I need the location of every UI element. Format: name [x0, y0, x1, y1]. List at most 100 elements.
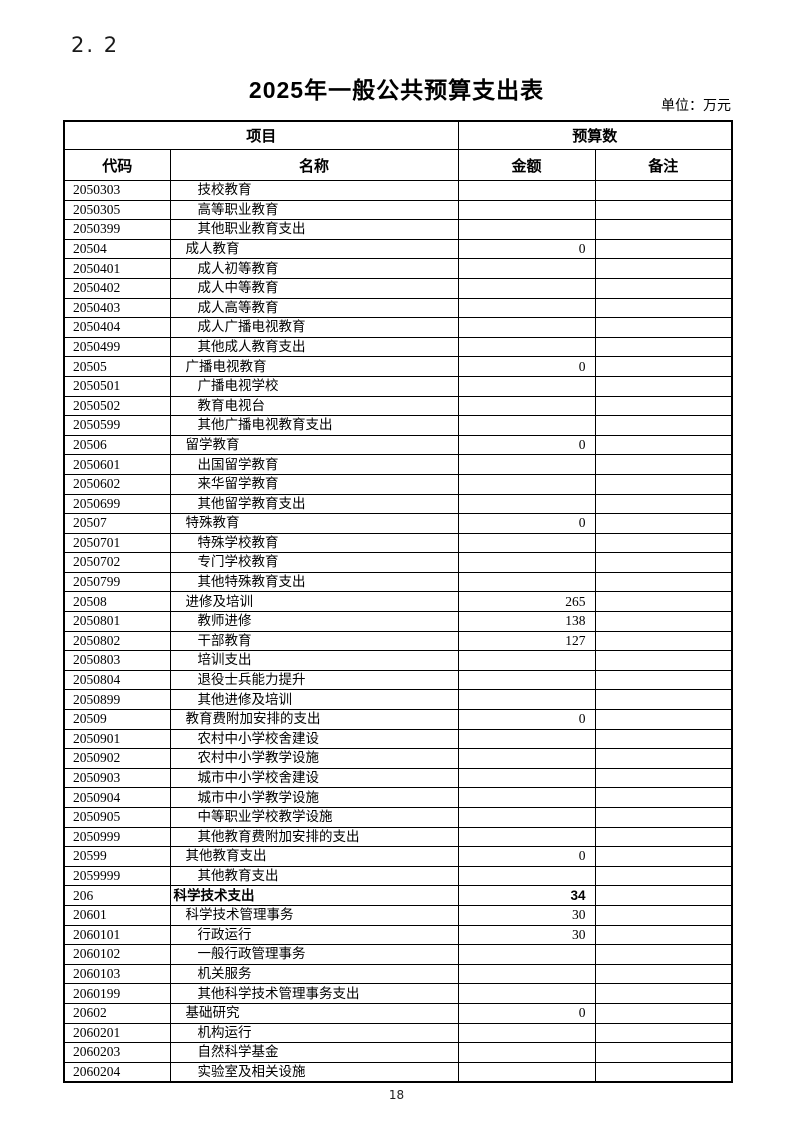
cell-name: 广播电视教育	[169, 356, 459, 377]
cell-remark	[594, 375, 733, 397]
cell-remark	[594, 1042, 733, 1063]
cell-amount: 127	[457, 630, 596, 652]
cell-code: 2050601	[63, 454, 171, 475]
cell-amount	[457, 277, 596, 299]
cell-name: 教育费附加安排的支出	[169, 709, 459, 730]
table-row: 2060201 机构运行	[63, 1022, 733, 1044]
table-row: 2060204 实验室及相关设施	[63, 1061, 733, 1083]
header-code: 代码	[63, 149, 171, 181]
cell-code: 2060103	[63, 963, 171, 985]
table-row: 20601 科学技术管理事务 30	[63, 904, 733, 926]
cell-amount	[457, 552, 596, 573]
cell-name: 城市中小学教学设施	[169, 787, 459, 808]
cell-remark	[594, 219, 733, 240]
cell-name: 实验室及相关设施	[169, 1061, 459, 1083]
cell-amount	[457, 944, 596, 965]
cell-code: 20602	[63, 1002, 171, 1024]
table-row: 2050701 特殊学校教育	[63, 532, 733, 554]
table-row: 2050699 其他留学教育支出	[63, 493, 733, 515]
cell-remark	[594, 748, 733, 769]
table-row: 2050399 其他职业教育支出	[63, 219, 733, 240]
cell-remark	[594, 532, 733, 554]
cell-remark	[594, 709, 733, 730]
table-row: 2050702 专门学校教育	[63, 552, 733, 573]
table-row: 2060199 其他科学技术管理事务支出	[63, 983, 733, 1004]
table-row: 2050404 成人广播电视教育	[63, 317, 733, 338]
table-row: 2050905 中等职业学校教学设施	[63, 807, 733, 828]
cell-code: 20506	[63, 434, 171, 456]
cell-amount	[457, 571, 596, 593]
cell-code: 20601	[63, 904, 171, 926]
cell-code: 2050904	[63, 787, 171, 808]
cell-remark	[594, 434, 733, 456]
cell-amount	[457, 650, 596, 671]
cell-amount	[457, 748, 596, 769]
cell-name: 其他职业教育支出	[169, 219, 459, 240]
cell-amount	[457, 983, 596, 1004]
header-remark: 备注	[594, 149, 733, 181]
cell-name: 行政运行	[169, 924, 459, 946]
cell-code: 20507	[63, 513, 171, 534]
cell-remark	[594, 454, 733, 475]
table-row: 2050401 成人初等教育	[63, 258, 733, 279]
cell-amount: 30	[457, 924, 596, 946]
cell-amount	[457, 219, 596, 240]
cell-name: 农村中小学教学设施	[169, 748, 459, 769]
cell-code: 20509	[63, 709, 171, 730]
table-row: 20509 教育费附加安排的支出 0	[63, 709, 733, 730]
header-group-budget: 预算数	[457, 120, 733, 150]
cell-amount	[457, 454, 596, 475]
cell-code: 2060201	[63, 1022, 171, 1044]
table-row: 2060203 自然科学基金	[63, 1042, 733, 1063]
cell-name: 农村中小学校舍建设	[169, 728, 459, 750]
cell-amount	[457, 297, 596, 319]
cell-name: 其他广播电视教育支出	[169, 415, 459, 436]
cell-amount	[457, 1042, 596, 1063]
cell-name: 教育电视台	[169, 395, 459, 417]
cell-remark	[594, 415, 733, 436]
table-row: 2050499 其他成人教育支出	[63, 336, 733, 358]
cell-amount	[457, 199, 596, 221]
cell-amount	[457, 1022, 596, 1044]
cell-name: 成人教育	[169, 238, 459, 260]
cell-name: 科学技术管理事务	[169, 904, 459, 926]
cell-code: 2050702	[63, 552, 171, 573]
table-row: 2050303 技校教育	[63, 180, 733, 201]
cell-remark	[594, 963, 733, 985]
cell-code: 206	[63, 885, 171, 906]
cell-code: 20508	[63, 591, 171, 613]
cell-code: 2050303	[63, 180, 171, 201]
cell-remark	[594, 552, 733, 573]
cell-code: 2050902	[63, 748, 171, 769]
cell-amount: 0	[457, 434, 596, 456]
cell-amount	[457, 1061, 596, 1083]
table-row: 2050902 农村中小学教学设施	[63, 748, 733, 769]
cell-remark	[594, 846, 733, 867]
cell-code: 2050499	[63, 336, 171, 358]
cell-amount	[457, 415, 596, 436]
cell-code: 2050803	[63, 650, 171, 671]
table-row: 20505 广播电视教育 0	[63, 356, 733, 377]
cell-name: 自然科学基金	[169, 1042, 459, 1063]
cell-code: 2050901	[63, 728, 171, 750]
table-row: 20506 留学教育 0	[63, 434, 733, 456]
cell-amount	[457, 336, 596, 358]
cell-remark	[594, 728, 733, 750]
cell-amount	[457, 807, 596, 828]
table-row: 20602 基础研究 0	[63, 1002, 733, 1024]
cell-remark	[594, 865, 733, 887]
cell-name: 留学教育	[169, 434, 459, 456]
cell-name: 退役士兵能力提升	[169, 669, 459, 691]
cell-remark	[594, 1022, 733, 1044]
cell-code: 2050402	[63, 277, 171, 299]
cell-remark	[594, 826, 733, 848]
cell-remark	[594, 630, 733, 652]
cell-code: 20504	[63, 238, 171, 260]
cell-remark	[594, 944, 733, 965]
cell-name: 特殊教育	[169, 513, 459, 534]
cell-remark	[594, 238, 733, 260]
table-row: 2050904 城市中小学教学设施	[63, 787, 733, 808]
cell-code: 2050804	[63, 669, 171, 691]
cell-name: 培训支出	[169, 650, 459, 671]
